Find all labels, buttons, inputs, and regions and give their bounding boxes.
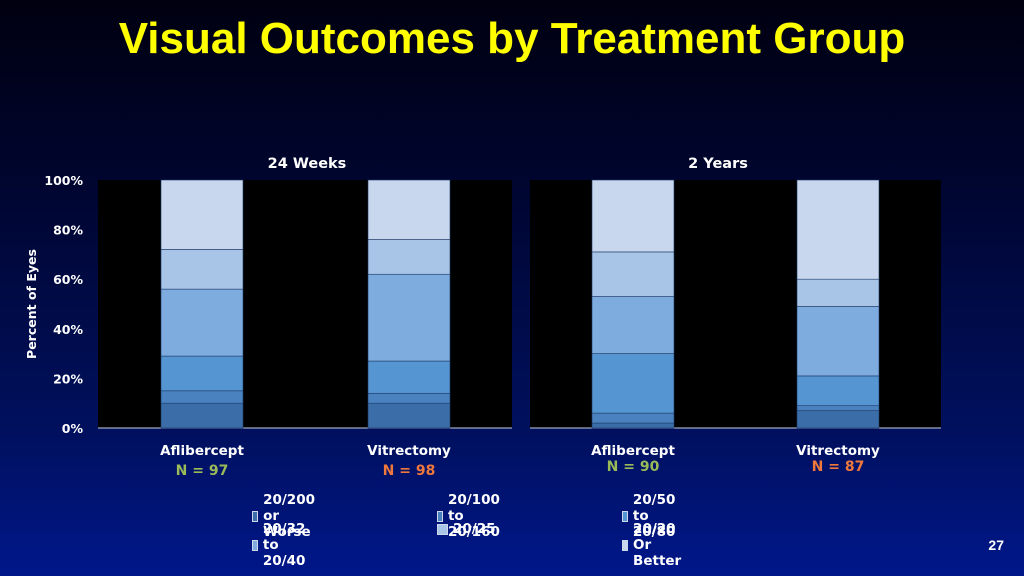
bar-segment bbox=[367, 179, 451, 240]
bar-segment bbox=[367, 402, 451, 429]
panel-title: 24 Weeks bbox=[268, 156, 347, 172]
bar-segment bbox=[796, 405, 880, 411]
bar-segment bbox=[160, 249, 244, 290]
group-n-label: N = 97 bbox=[176, 463, 229, 479]
bar-segment bbox=[367, 239, 451, 275]
legend-swatch bbox=[622, 539, 629, 551]
plot-area bbox=[530, 180, 941, 428]
legend-label: 20/50 to 20/80 bbox=[632, 492, 676, 540]
bar-segment bbox=[160, 179, 244, 250]
group-label: Vitrectomy bbox=[367, 443, 451, 459]
group-label: Aflibercept bbox=[160, 443, 244, 459]
bar-segment bbox=[591, 422, 675, 429]
bar-segment bbox=[591, 412, 675, 424]
legend-label: 20/20 Or Better bbox=[633, 521, 682, 569]
page-number: 27 bbox=[988, 537, 1004, 553]
bar-segment bbox=[796, 410, 880, 429]
y-tick-label: 80% bbox=[53, 223, 83, 238]
legend-item: 20/100 to 20/160 bbox=[437, 492, 505, 540]
legend-item: 20/32 to 20/40 bbox=[252, 521, 311, 569]
y-tick-label: 60% bbox=[53, 272, 83, 287]
legend-label: 20/200 or Worse bbox=[263, 492, 315, 540]
group-label: Vitrectomy bbox=[796, 443, 880, 459]
bar-segment bbox=[591, 353, 675, 414]
y-tick-label: 20% bbox=[53, 371, 83, 386]
group-n-label: N = 90 bbox=[607, 459, 660, 475]
y-tick-label: 40% bbox=[53, 322, 83, 337]
bar-segment bbox=[796, 278, 880, 307]
y-axis-label: Percent of Eyes bbox=[24, 249, 39, 359]
bar-segment bbox=[591, 251, 675, 297]
bar-segment bbox=[591, 179, 675, 253]
legend-item: 20/25 bbox=[437, 521, 496, 537]
legend-swatch bbox=[252, 539, 258, 551]
legend-item: 20/50 to 20/80 bbox=[622, 492, 681, 540]
panel-title: 2 Years bbox=[688, 156, 748, 172]
slide-title: Visual Outcomes by Treatment Group bbox=[118, 14, 906, 63]
y-tick-label: 100% bbox=[44, 173, 83, 188]
bar-segment bbox=[367, 273, 451, 362]
legend-label: 20/25 bbox=[453, 521, 496, 537]
group-n-label: N = 87 bbox=[812, 459, 865, 475]
legend-item: 20/200 or Worse bbox=[252, 492, 320, 540]
bar-segment bbox=[367, 360, 451, 394]
bar-segment bbox=[796, 375, 880, 406]
legend-swatch bbox=[437, 510, 443, 522]
bar-segment bbox=[796, 179, 880, 280]
bar-segment bbox=[160, 390, 244, 404]
legend-swatch bbox=[437, 523, 448, 535]
bar-segment bbox=[160, 402, 244, 429]
legend-label: 20/100 to 20/160 bbox=[447, 492, 500, 540]
legend-label: 20/32 to 20/40 bbox=[262, 521, 306, 569]
group-label: Aflibercept bbox=[591, 443, 675, 459]
legend-swatch bbox=[622, 510, 628, 522]
bar-segment bbox=[591, 296, 675, 354]
legend-swatch bbox=[252, 510, 259, 522]
bar-segment bbox=[160, 288, 244, 357]
bar-segment bbox=[796, 306, 880, 377]
group-n-label: N = 98 bbox=[383, 463, 436, 479]
bar-segment bbox=[367, 392, 451, 404]
legend-item: 20/20 Or Better bbox=[622, 521, 686, 569]
y-tick-label: 0% bbox=[62, 421, 84, 436]
bar-segment bbox=[160, 355, 244, 392]
